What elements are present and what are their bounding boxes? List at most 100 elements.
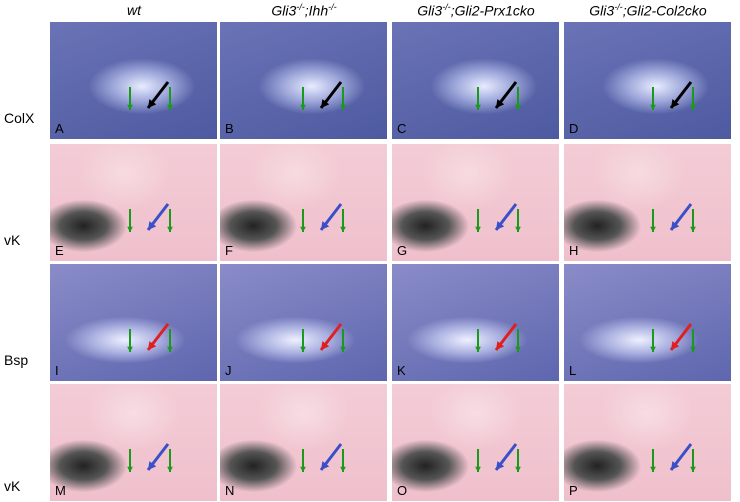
arrows xyxy=(650,443,696,472)
header-text: -/- xyxy=(296,2,305,12)
image-panel: M xyxy=(50,384,217,501)
arrow-head xyxy=(300,104,306,110)
arrow-head xyxy=(650,226,656,232)
arrow-head xyxy=(321,461,330,470)
panel-letter: K xyxy=(397,363,406,378)
arrow-head xyxy=(496,221,505,230)
header-text: Gli3 xyxy=(589,2,615,19)
arrow-head xyxy=(167,104,173,110)
arrows xyxy=(475,443,521,472)
panel-letter: J xyxy=(225,363,232,378)
image-panel: L xyxy=(564,264,731,381)
arrow-head xyxy=(300,346,306,352)
arrows xyxy=(300,203,346,232)
arrow-head xyxy=(148,221,157,230)
panel-letter: M xyxy=(55,483,66,498)
panel-letter: L xyxy=(569,363,577,378)
image-panel: D xyxy=(564,22,731,139)
arrow-head xyxy=(475,104,481,110)
arrow-head xyxy=(148,341,157,350)
panel-letter: B xyxy=(225,121,234,136)
arrow-head xyxy=(496,99,505,108)
arrows xyxy=(475,203,521,232)
image-panel: A xyxy=(50,22,217,139)
row-label: Bsp xyxy=(4,352,29,368)
arrow-head xyxy=(650,104,656,110)
arrow-head xyxy=(300,226,306,232)
arrows xyxy=(475,81,521,110)
arrow-head xyxy=(671,99,680,108)
arrows xyxy=(127,443,173,472)
arrow-head xyxy=(515,466,521,472)
arrows xyxy=(127,203,173,232)
arrows xyxy=(650,203,696,232)
arrow-head xyxy=(167,226,173,232)
arrow-head xyxy=(671,221,680,230)
image-panel: F xyxy=(220,144,387,261)
arrow-head xyxy=(340,466,346,472)
header-text: -/- xyxy=(442,2,451,12)
header-text: ;Gli2-Prx1cko xyxy=(450,2,535,19)
row-label: vK xyxy=(4,478,21,494)
header-text: -/- xyxy=(614,2,623,12)
arrows xyxy=(650,323,696,352)
column-header: Gli3-/-;Ihh-/- xyxy=(271,2,336,19)
panel-letter: I xyxy=(55,363,59,378)
arrow-head xyxy=(690,226,696,232)
image-panel: P xyxy=(564,384,731,501)
arrow-head xyxy=(475,346,481,352)
arrow-head xyxy=(496,461,505,470)
arrow-head xyxy=(515,226,521,232)
panel-letter: N xyxy=(225,483,235,498)
panel-letter: A xyxy=(55,121,64,136)
image-panel: E xyxy=(50,144,217,261)
arrow-head xyxy=(167,346,173,352)
arrow-head xyxy=(127,104,133,110)
header-text: Gli3 xyxy=(271,2,297,19)
panel-letter: H xyxy=(569,243,579,258)
panel-letter: P xyxy=(569,483,578,498)
arrow-head xyxy=(496,341,505,350)
arrow-head xyxy=(321,221,330,230)
arrows xyxy=(300,81,346,110)
image-panel: C xyxy=(392,22,559,139)
image-panel: J xyxy=(220,264,387,381)
column-header: Gli3-/-;Gli2-Prx1cko xyxy=(417,2,534,19)
image-panel: B xyxy=(220,22,387,139)
image-panel: I xyxy=(50,264,217,381)
arrow-head xyxy=(167,466,173,472)
arrows xyxy=(127,81,173,110)
arrows xyxy=(650,81,696,110)
arrow-head xyxy=(475,226,481,232)
arrow-head xyxy=(515,346,521,352)
panel-letter: F xyxy=(225,243,233,258)
arrow-head xyxy=(300,466,306,472)
arrow-head xyxy=(690,104,696,110)
arrow-head xyxy=(127,346,133,352)
header-text: wt xyxy=(127,2,141,18)
image-panel: K xyxy=(392,264,559,381)
header-text: ;Ihh xyxy=(304,2,329,19)
arrows xyxy=(300,323,346,352)
panel-letter: D xyxy=(569,121,579,136)
arrows xyxy=(127,323,173,352)
panel-letter: E xyxy=(55,243,64,258)
arrow-head xyxy=(671,341,680,350)
row-label: vK xyxy=(4,232,21,248)
image-panel: G xyxy=(392,144,559,261)
arrows xyxy=(475,323,521,352)
arrow-head xyxy=(340,104,346,110)
arrow-head xyxy=(690,346,696,352)
arrow-head xyxy=(148,461,157,470)
arrow-head xyxy=(127,466,133,472)
row-label: ColX xyxy=(4,110,35,126)
image-panel: O xyxy=(392,384,559,501)
column-header: wt xyxy=(127,2,141,18)
panel-letter: C xyxy=(397,121,407,136)
header-text: ;Gli2-Col2cko xyxy=(622,2,707,19)
arrow-head xyxy=(475,466,481,472)
panel-letter: G xyxy=(397,243,408,258)
arrow-head xyxy=(340,346,346,352)
arrow-head xyxy=(340,226,346,232)
arrow-head xyxy=(671,461,680,470)
